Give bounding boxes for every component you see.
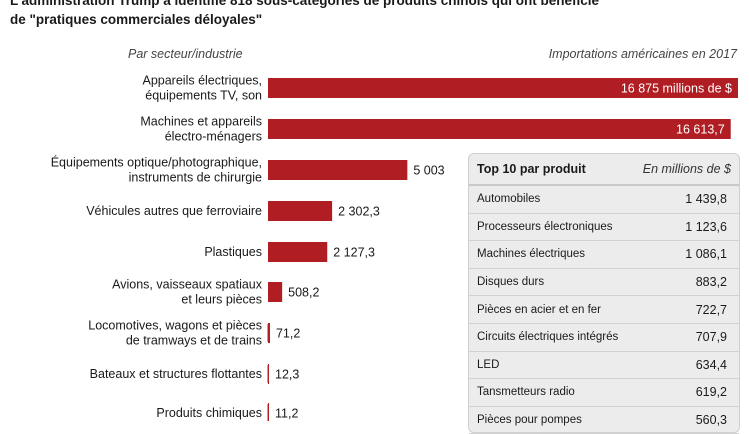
table-row: Tansmetteurs radio 619,2 [469, 379, 739, 407]
imports-subtitle: Importations américaines en 2017 [548, 47, 737, 61]
category-label: Bateaux et structures flottantes [90, 367, 262, 381]
category-label: instruments de chirurgie [129, 171, 262, 185]
value-label: 16 613,7 [676, 123, 725, 137]
table-row: Pièces pour pompes 560,3 [469, 407, 739, 434]
category-label: électro-ménagers [165, 130, 262, 144]
value-label: 2 127,3 [333, 246, 375, 260]
header-line-2: de "pratiques commerciales déloyales" [10, 12, 263, 27]
value-label: 71,2 [276, 327, 300, 341]
bar [268, 403, 269, 421]
product-name: Pièces en acier et en fer [477, 303, 602, 316]
table-row: LED 634,4 [469, 352, 739, 380]
table-row: Circuits électriques intégrés 707,9 [469, 324, 739, 352]
value-label: 11,2 [275, 407, 298, 421]
product-value: 560,3 [695, 413, 727, 428]
product-name: Processeurs électroniques [477, 220, 613, 233]
bar [268, 119, 731, 139]
category-label: Produits chimiques [156, 406, 262, 420]
bar [268, 201, 333, 221]
product-value: 634,4 [695, 357, 727, 372]
category-label: de tramways et de trains [126, 334, 262, 348]
category-label: Véhicules autres que ferroviaire [86, 204, 262, 218]
product-name: Circuits électriques intégrés [477, 331, 619, 344]
table-row: Pièces en acier et en fer 722,7 [469, 296, 739, 324]
value-label: 2 302,3 [338, 205, 380, 219]
category-label: Plastiques [204, 245, 262, 259]
top10-rows: Automobiles 1 439,8 Processeurs électroniq… [469, 186, 739, 434]
table-row: Automobiles 1 439,8 [469, 186, 739, 214]
category-label: Locomotives, wagons et pièces [88, 319, 262, 333]
sector-subtitle: Par secteur/industrie [128, 47, 243, 61]
product-name: LED [477, 358, 500, 371]
category-label: Appareils électriques, [142, 74, 262, 88]
category-label: Avions, vaisseaux spatiaux [112, 278, 263, 292]
product-value: 1 123,6 [685, 219, 727, 234]
header-line-1: L'administration Trump a identifié 818 s… [10, 0, 600, 8]
value-label: 12,3 [275, 368, 299, 382]
product-value: 883,2 [695, 275, 727, 290]
product-name: Automobiles [477, 193, 541, 206]
top10-header: Top 10 par produit En millions de $ [469, 154, 739, 186]
bar [268, 242, 328, 262]
bar [268, 323, 270, 343]
product-name: Disques durs [477, 276, 545, 289]
product-value: 707,9 [695, 330, 727, 345]
category-label: Machines et appareils [140, 115, 262, 129]
value-label: 508,2 [288, 286, 319, 300]
table-row: Disques durs 883,2 [469, 269, 739, 297]
product-name: Tansmetteurs radio [477, 386, 575, 399]
product-value: 619,2 [695, 385, 727, 400]
product-value: 1 439,8 [685, 192, 727, 207]
value-label: 16 875 millions de $ [621, 82, 732, 96]
category-label: Équipements optique/photographique, [51, 155, 262, 170]
bar [268, 282, 283, 302]
top10-unit: En millions de $ [642, 162, 731, 176]
value-label: 5 003 [413, 164, 444, 178]
category-label: et leurs pièces [181, 293, 262, 307]
bar [268, 160, 408, 180]
product-name: Pièces pour pompes [477, 414, 582, 427]
bar-chart: Appareils électriques,équipements TV, so… [51, 74, 738, 421]
table-row: Processeurs électroniques 1 123,6 [469, 214, 739, 242]
product-value: 1 086,1 [685, 247, 727, 262]
top10-panel: Top 10 par produit En millions de $ Auto… [468, 153, 740, 434]
top10-title: Top 10 par produit [477, 162, 586, 176]
product-value: 722,7 [695, 302, 727, 317]
bar [268, 364, 269, 384]
chart-header: L'administration Trump a identifié 818 s… [10, 0, 740, 29]
product-name: Machines électriques [477, 248, 586, 261]
table-row: Machines électriques 1 086,1 [469, 241, 739, 269]
bar [268, 78, 738, 98]
category-label: équipements TV, son [145, 89, 262, 103]
